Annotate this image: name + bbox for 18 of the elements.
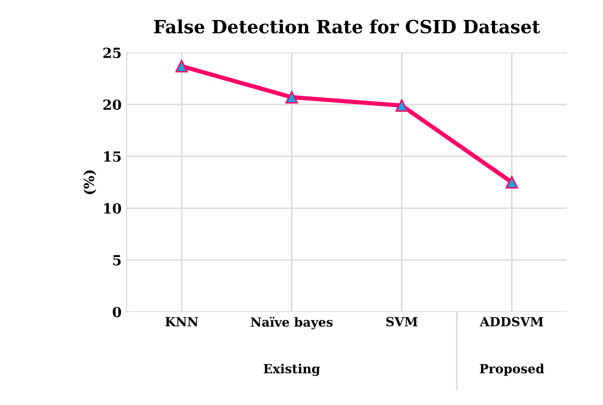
y-tick-label: 5 (113, 255, 121, 266)
point (506, 176, 518, 188)
point (396, 99, 408, 112)
y-axis-title: (%) (83, 170, 96, 194)
text: Proposed (480, 364, 544, 376)
point (285, 90, 298, 104)
chart-title: False Detection Rate for CSID Dataset (154, 19, 540, 34)
y-tick-label: 25 (103, 48, 121, 58)
x-tick-label: KNN (165, 317, 198, 326)
y-tick-label: 0 (112, 306, 122, 318)
y-tick-label: 15 (104, 151, 121, 162)
x-tick-label: Naïve bayes (250, 316, 333, 330)
y-tick-label: 20 (103, 99, 122, 110)
point (175, 60, 188, 72)
y-tick-label: 10 (104, 203, 122, 214)
x-tick-label: SVM (386, 316, 418, 326)
x-tick-label: ADDSVM (480, 316, 544, 326)
text: Existing (264, 364, 320, 376)
